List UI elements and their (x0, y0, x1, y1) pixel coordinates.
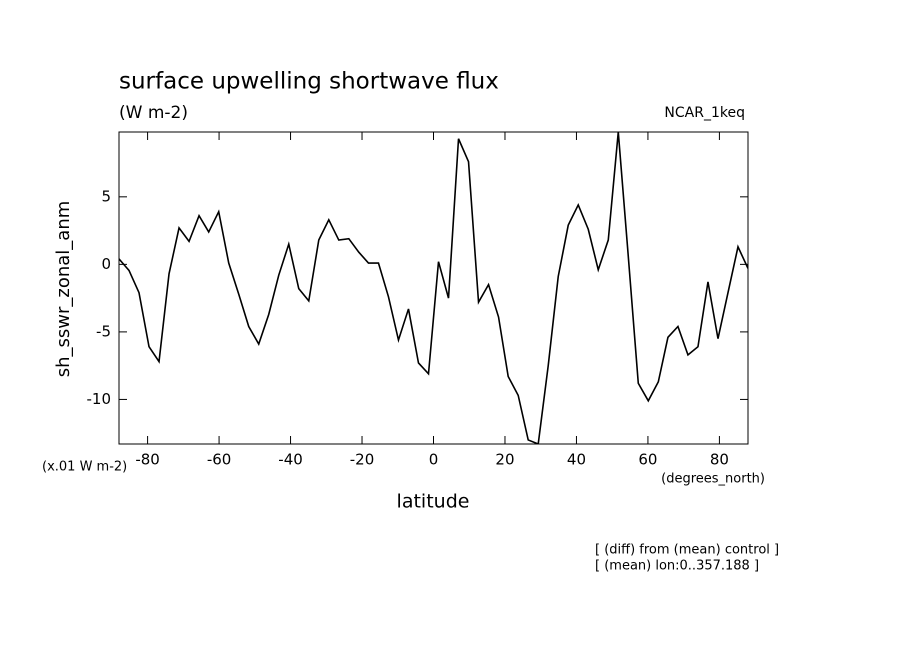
x-units: (degrees_north) (661, 472, 765, 487)
x-tick-label: -80 (135, 451, 160, 469)
y-axis-label: sh_sswr_zonal_anm (53, 201, 74, 378)
x-axis-label: latitude (397, 491, 470, 513)
x-tick-label: -60 (207, 451, 232, 469)
y-tick-label: -10 (87, 390, 112, 408)
y-units: (x.01 W m-2) (42, 460, 127, 475)
note: [ (diff) from (mean) control ] (595, 543, 779, 558)
plot-frame (118, 131, 749, 445)
x-tick-label: 0 (429, 451, 439, 469)
y-tick-label: -5 (96, 322, 111, 340)
x-tick-label: 40 (567, 451, 586, 469)
x-tick-label: 60 (638, 451, 657, 469)
model-label: NCAR_1keq (664, 105, 745, 121)
x-tick-label: 80 (710, 451, 729, 469)
data-line (119, 132, 748, 444)
x-tick-label: -40 (278, 451, 303, 469)
y-tick-label: 5 (101, 187, 111, 205)
x-tick-label: -20 (350, 451, 375, 469)
subtitle: (W m-2) (119, 103, 188, 123)
note: [ (mean) lon:0..357.188 ] (595, 559, 759, 574)
x-tick-label: 20 (495, 451, 514, 469)
chart-title: surface upwelling shortwave flux (119, 69, 499, 95)
y-tick-label: 0 (101, 255, 111, 273)
